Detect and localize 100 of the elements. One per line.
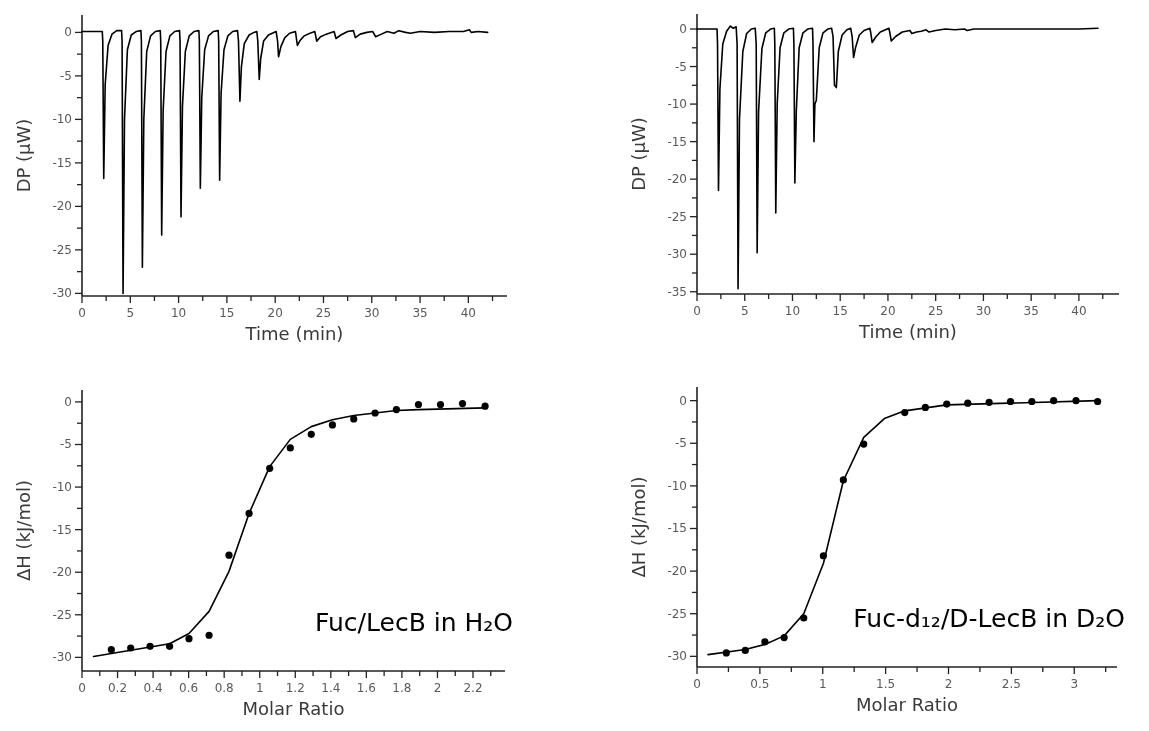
- point: [481, 402, 489, 410]
- y-tick-label: -20: [52, 565, 72, 580]
- y-tick-label: -25: [52, 242, 72, 257]
- x-tick-label: 0.8: [214, 681, 234, 695]
- point: [780, 633, 788, 642]
- y-axis-title: DP (μW): [13, 118, 34, 193]
- y-tick-label: -25: [667, 606, 687, 621]
- x-tick-label: 15: [219, 306, 235, 320]
- y-tick-label: -5: [675, 59, 687, 74]
- x-tick-label: 35: [412, 306, 428, 320]
- y-tick-label: -35: [667, 284, 687, 299]
- x-tick-label: 1: [818, 677, 827, 691]
- point: [371, 409, 379, 417]
- y-tick-label: -10: [667, 478, 687, 493]
- y-tick-label: -25: [667, 209, 687, 224]
- point: [1006, 397, 1015, 406]
- x-tick-label: 40: [460, 306, 476, 320]
- y-tick-label: -15: [52, 522, 72, 537]
- point: [286, 444, 294, 452]
- x-tick-label: 0: [78, 681, 86, 695]
- point: [307, 430, 315, 438]
- y-tick-label: -10: [52, 480, 72, 495]
- x-axis-title: Molar Ratio: [242, 698, 345, 719]
- x-tick-label: 5: [740, 304, 749, 318]
- x-tick-label: 0: [693, 304, 701, 318]
- x-tick-label: 2.5: [1001, 677, 1021, 691]
- x-tick-label: 1.5: [876, 677, 896, 691]
- x-tick-label: 3: [1070, 677, 1079, 691]
- point: [146, 642, 154, 650]
- point: [819, 552, 827, 560]
- annotation: Fuc/LecB in H₂O: [315, 608, 513, 637]
- point: [985, 398, 993, 406]
- y-tick-label: 0: [679, 393, 687, 408]
- point: [266, 464, 274, 472]
- point: [107, 646, 115, 654]
- y-tick-label: -5: [60, 437, 72, 452]
- point: [392, 405, 401, 414]
- point: [205, 631, 213, 639]
- x-tick-label: 25: [315, 306, 332, 320]
- point: [761, 638, 769, 646]
- y-tick-label: -10: [667, 97, 687, 112]
- x-axis-title: Time (min): [858, 321, 957, 342]
- x-tick-label: 0: [78, 306, 86, 320]
- x-tick-label: 2: [944, 677, 953, 691]
- x-tick-label: 30: [975, 304, 992, 318]
- x-axis-title: Molar Ratio: [856, 694, 958, 715]
- x-tick-label: 15: [832, 304, 848, 318]
- y-axis-title: ΔH (kJ/mol): [628, 476, 649, 578]
- y-tick-label: -20: [667, 564, 687, 579]
- x-tick-label: 1.8: [392, 681, 412, 695]
- point: [741, 646, 749, 654]
- annotation: Fuc-d₁₂/D-LecB in D₂O: [853, 604, 1125, 633]
- y-tick-label: -30: [667, 247, 687, 262]
- point: [225, 551, 233, 559]
- x-tick-label: 0: [693, 677, 701, 691]
- y-tick-label: -5: [675, 436, 687, 451]
- point: [1094, 397, 1102, 406]
- x-tick-label: 10: [170, 306, 187, 320]
- x-tick-label: 1: [255, 681, 264, 695]
- y-tick-label: 0: [679, 22, 687, 37]
- y-tick-label: -20: [667, 172, 687, 187]
- point: [245, 509, 253, 518]
- point: [800, 614, 808, 622]
- point: [166, 642, 174, 650]
- point: [839, 476, 847, 484]
- point: [185, 635, 193, 643]
- point: [436, 400, 445, 409]
- x-tick-label: 5: [126, 306, 135, 320]
- point: [414, 400, 423, 409]
- x-tick-label: 40: [1071, 304, 1087, 318]
- point: [1028, 397, 1036, 406]
- x-tick-label: 35: [1023, 304, 1039, 318]
- x-axis-title: Time (min): [244, 323, 344, 344]
- point: [127, 644, 135, 652]
- x-tick-label: 0.2: [108, 681, 128, 695]
- y-tick-label: 0: [64, 394, 72, 409]
- x-tick-label: 1.6: [356, 681, 376, 695]
- x-tick-label: 2: [433, 681, 442, 695]
- point: [1050, 397, 1058, 405]
- x-tick-label: 0.6: [179, 681, 199, 695]
- x-tick-label: 0.5: [750, 677, 770, 691]
- line-series: [696, 25, 1099, 290]
- point: [921, 403, 929, 412]
- y-tick-label: -30: [52, 286, 72, 301]
- point: [964, 399, 972, 407]
- y-tick-label: -30: [52, 650, 72, 665]
- x-tick-label: 0.4: [143, 681, 163, 695]
- y-tick-label: -15: [52, 155, 72, 170]
- y-tick-label: -15: [667, 134, 687, 149]
- x-tick-label: 10: [784, 304, 801, 318]
- y-tick-label: 0: [64, 25, 72, 40]
- x-tick-label: 20: [880, 304, 896, 318]
- x-tick-label: 30: [364, 306, 380, 320]
- point: [458, 400, 467, 408]
- y-axis-title: ΔH (kJ/mol): [13, 480, 34, 581]
- x-tick-label: 1.4: [321, 681, 341, 695]
- line-series: [81, 28, 489, 295]
- y-tick-label: -25: [52, 607, 72, 622]
- y-tick-label: -5: [60, 68, 72, 83]
- point: [1072, 397, 1080, 405]
